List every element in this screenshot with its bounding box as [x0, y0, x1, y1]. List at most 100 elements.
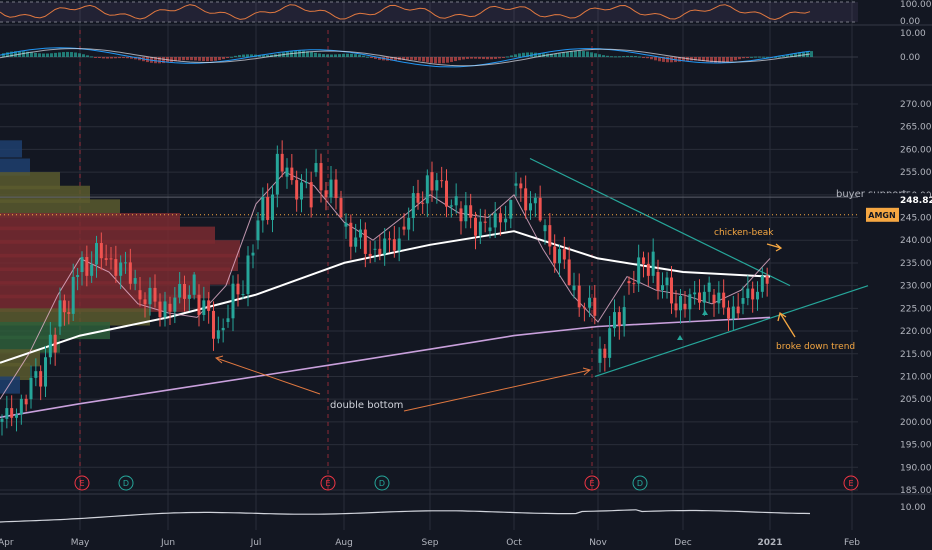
candle-body — [202, 300, 206, 315]
event-marker-circle — [584, 475, 600, 491]
macd-hist-bar — [594, 53, 597, 57]
macd-hist-bar — [326, 54, 329, 57]
time-tick-label: Jul — [250, 538, 262, 548]
candle-body — [109, 258, 113, 260]
candle-body — [598, 348, 602, 363]
macd-hist-bar — [14, 51, 17, 57]
macd-hist-bar — [22, 51, 25, 57]
macd-hist-bar — [766, 56, 769, 58]
macd-hist-bar — [374, 57, 377, 59]
macd-hist-bar — [178, 57, 181, 61]
event-marker-label: D — [637, 479, 643, 488]
macd-hist-bar — [626, 55, 629, 57]
macd-hist-bar — [694, 57, 697, 61]
macd-hist-bar — [402, 57, 405, 60]
macd-hist-bar — [782, 55, 785, 57]
event-marker: E — [843, 475, 859, 491]
event-marker-label: E — [79, 479, 84, 488]
candle-body — [153, 287, 157, 302]
candle-body — [388, 238, 391, 240]
candle-body — [280, 153, 284, 172]
event-marker-label: E — [589, 479, 594, 488]
candle-body — [509, 199, 513, 219]
macd-hist-bar — [802, 51, 805, 57]
candle-body — [15, 414, 18, 418]
macd-hist-bar — [334, 54, 337, 57]
candle-body — [95, 243, 98, 265]
candle-body — [698, 292, 701, 303]
rsi-panel: 100.00 0.00 — [0, 0, 932, 27]
event-marker: D — [374, 475, 390, 491]
macd-hist-bar — [746, 57, 749, 58]
macd-hist-bar — [162, 57, 165, 64]
macd-hist-bar — [634, 56, 637, 58]
volume-profile-bar — [0, 140, 22, 158]
volume-profile-bar — [0, 267, 230, 285]
volume-profile-bar — [0, 253, 238, 272]
candle-body — [656, 272, 660, 291]
macd-hist-bar — [346, 53, 349, 57]
price-tick-label: 230.00 — [900, 282, 932, 292]
candle-body — [538, 197, 542, 221]
macd-hist-bar — [650, 57, 653, 60]
volume-profile-bar — [0, 281, 210, 299]
candle-body — [679, 295, 682, 311]
signal-triangle — [677, 335, 683, 340]
macd-hist-bar — [122, 57, 125, 59]
macd-hist-bar — [114, 57, 117, 59]
macd-hist-bar — [34, 52, 37, 57]
candle-body — [138, 290, 142, 300]
candle-body — [717, 292, 721, 304]
last-price-tag: 248.82 — [900, 196, 932, 206]
candle-body — [114, 259, 118, 276]
macd-hist-bar — [330, 54, 333, 57]
candle-body — [329, 179, 333, 198]
macd-hist-bar — [586, 51, 589, 57]
candle-body — [622, 307, 626, 327]
macd-hist-bar — [614, 56, 617, 58]
macd-hist-bar — [574, 50, 577, 57]
macd-hist-bar — [558, 53, 561, 57]
candle-body — [756, 291, 759, 300]
macd-hist-bar — [366, 56, 369, 58]
candle-body — [378, 248, 382, 255]
time-tick-label: Apr — [0, 538, 14, 548]
macd-hist-bar — [662, 57, 665, 62]
candle-body — [430, 172, 434, 191]
macd-hist-bar — [790, 54, 793, 57]
moving-average-line — [0, 316, 771, 419]
candle-body — [5, 408, 9, 419]
candle-body — [187, 294, 191, 299]
time-tick-label: Dec — [674, 538, 691, 548]
macd-panel: 10.00 0.00 — [0, 29, 926, 68]
candle-body — [498, 213, 502, 223]
candle-body — [402, 226, 406, 230]
macd-hist-bar — [742, 57, 745, 59]
macd-hist-bar — [646, 57, 649, 59]
macd-hist-bar — [498, 57, 501, 59]
macd-hist-bar — [426, 57, 429, 63]
candle-body — [603, 348, 607, 358]
candle-body — [642, 257, 645, 264]
macd-hist-bar — [678, 57, 681, 62]
candle-body — [251, 252, 255, 256]
event-marker: E — [584, 475, 600, 491]
macd-hist-bar — [590, 52, 593, 57]
macd-hist-bar — [194, 57, 197, 61]
macd-hist-bar — [422, 57, 425, 62]
moving-averages — [0, 171, 771, 419]
macd-hist-bar — [78, 53, 81, 57]
macd-hist-bar — [474, 57, 477, 59]
candle-body — [53, 334, 57, 353]
candle-body — [562, 249, 566, 260]
candle-body — [178, 283, 182, 298]
candle-body — [731, 306, 735, 319]
macd-hist-bar — [606, 55, 609, 57]
macd-hist-bar — [202, 57, 205, 62]
annotation-broke-down-trend: broke down trend — [776, 342, 855, 352]
macd-hist-bar — [446, 57, 449, 63]
macd-hist-bar — [238, 55, 241, 57]
macd-hist-bar — [262, 55, 265, 57]
price-tick-label: 220.00 — [900, 327, 932, 337]
